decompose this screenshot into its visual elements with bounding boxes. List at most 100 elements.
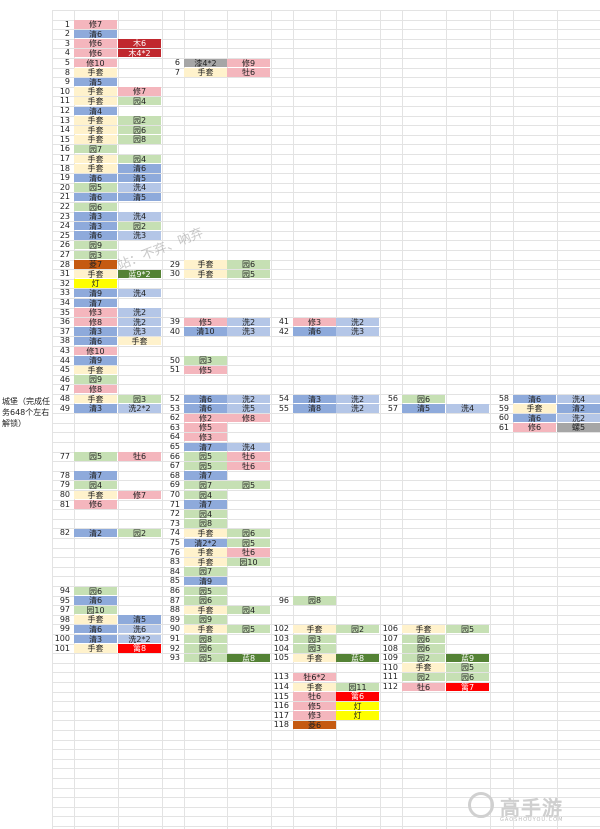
row-gridline	[52, 566, 600, 568]
task-item-cell: 园5	[74, 452, 117, 461]
row-gridline	[52, 58, 600, 59]
task-number: 84	[169, 566, 180, 576]
row-gridline	[52, 86, 600, 88]
row-gridline	[52, 730, 600, 731]
task-item-cell: 手套	[184, 260, 227, 269]
task-number: 59	[498, 403, 509, 413]
task-item-cell: 园5	[446, 663, 489, 672]
logo-domain: GAOSHOUYOU.COM	[500, 817, 564, 823]
task-item-cell: 清7	[74, 298, 117, 308]
row-gridline	[52, 422, 600, 424]
task-item-cell: 修7	[118, 490, 161, 500]
task-number: 67	[169, 461, 180, 471]
task-number: 111	[382, 672, 398, 682]
row-gridline	[52, 19, 600, 21]
task-item-cell: 洗2	[118, 317, 161, 327]
task-item-cell: 清6	[513, 413, 556, 423]
task-item-cell: 园7	[184, 567, 227, 576]
task-item-cell: 清5	[118, 615, 161, 624]
row-gridline	[52, 586, 600, 587]
col-gridline	[293, 10, 294, 829]
task-number: 7	[174, 67, 180, 77]
task-item-cell: 洗4	[557, 394, 600, 404]
task-number: 99	[59, 624, 70, 634]
task-number: 112	[382, 682, 398, 691]
task-item-cell: 园6	[227, 260, 270, 269]
row-gridline	[52, 67, 600, 69]
task-item-cell: 清3	[74, 221, 117, 231]
row-gridline	[52, 346, 600, 347]
task-item-cell: 洗3	[227, 327, 270, 336]
task-number: 113	[273, 672, 289, 682]
task-item-cell: 园3	[293, 634, 336, 644]
task-item-cell: 修7	[118, 87, 161, 96]
row-gridline	[52, 413, 600, 415]
task-number: 13	[59, 115, 70, 125]
task-item-cell: 修8	[74, 317, 117, 327]
task-number: 72	[169, 509, 180, 519]
task-item-cell: 修5	[293, 701, 336, 711]
row-gridline	[52, 576, 600, 578]
task-number: 86	[169, 586, 180, 595]
row-gridline	[52, 557, 600, 559]
task-number: 39	[169, 317, 180, 327]
task-number: 102	[273, 624, 289, 634]
task-item-cell: 修2	[184, 413, 227, 423]
task-number: 28	[59, 259, 70, 269]
row-gridline	[52, 77, 600, 79]
task-item-cell: 手套	[74, 125, 117, 135]
task-number: 41	[278, 317, 289, 327]
task-item-cell: 清5	[74, 77, 117, 87]
col-gridline	[118, 10, 119, 829]
task-item-cell: 修6	[74, 500, 117, 509]
task-number: 53	[169, 403, 180, 413]
task-item-cell: 洗4	[118, 183, 161, 192]
task-item-cell: 园6	[74, 202, 117, 212]
task-number: 24	[59, 221, 70, 231]
row-gridline	[52, 749, 600, 751]
col-gridline	[402, 10, 403, 829]
task-item-cell: 园5	[74, 183, 117, 192]
row-gridline	[52, 451, 600, 453]
task-item-cell: 洗2	[336, 394, 379, 404]
task-item-cell: 清6	[118, 164, 161, 173]
task-item-cell: 园10	[227, 557, 270, 567]
task-item-cell: 修3	[184, 432, 227, 442]
task-number: 105	[273, 653, 289, 663]
task-number: 68	[169, 470, 180, 480]
task-item-cell: 园5	[184, 586, 227, 596]
row-gridline	[52, 518, 600, 520]
row-gridline	[52, 250, 600, 251]
task-item-cell: 园4	[184, 509, 227, 519]
task-item-cell: 园6	[118, 125, 161, 135]
task-item-cell: 手套	[513, 404, 556, 413]
task-item-cell: 清3	[74, 212, 117, 221]
task-number: 22	[59, 202, 70, 211]
task-number: 14	[59, 125, 70, 135]
task-item-cell: 洗3	[118, 231, 161, 240]
task-item-cell: 园4	[118, 154, 161, 164]
task-number: 40	[169, 326, 180, 336]
task-number: 16	[59, 144, 70, 154]
task-number: 75	[169, 538, 180, 547]
task-item-cell: 清9	[74, 288, 117, 298]
row-gridline	[52, 605, 600, 607]
task-item-cell: 洗4	[446, 404, 489, 413]
task-item-cell: 篱8	[118, 644, 161, 653]
row-gridline	[52, 269, 600, 271]
task-item-cell: 手套	[74, 394, 117, 404]
task-item-cell: 洗6	[118, 624, 161, 634]
task-item-cell: 手套	[74, 68, 117, 77]
task-number: 107	[382, 634, 398, 643]
task-item-cell: 洗2	[336, 317, 379, 327]
task-item-cell: 园5	[227, 538, 270, 548]
task-item-cell: 园6	[402, 394, 445, 404]
task-item-cell: 洗2	[227, 394, 270, 404]
task-item-cell: 园6	[446, 672, 489, 682]
row-gridline	[52, 384, 600, 386]
task-number: 81	[59, 499, 70, 509]
task-item-cell: 修5	[184, 365, 227, 375]
row-gridline	[52, 739, 600, 741]
task-number: 15	[59, 134, 70, 144]
task-number: 87	[169, 595, 180, 605]
